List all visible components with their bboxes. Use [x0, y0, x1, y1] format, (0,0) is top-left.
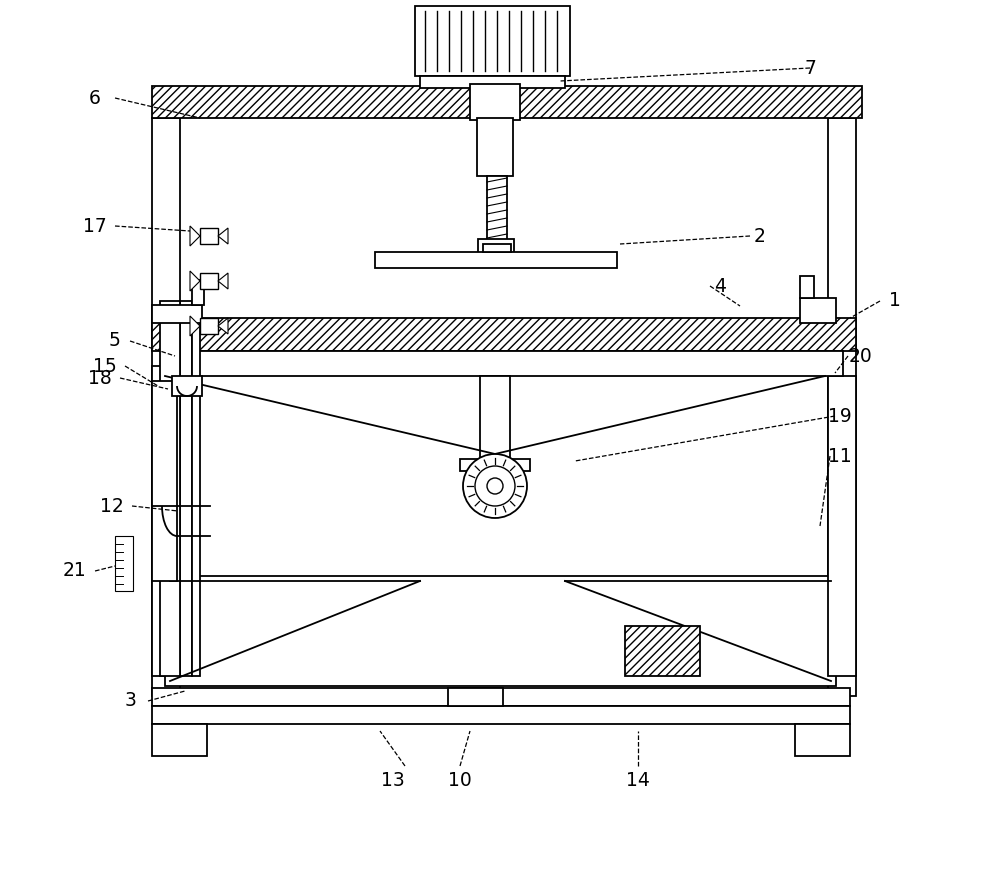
Text: 20: 20	[848, 347, 872, 365]
Text: 17: 17	[83, 216, 107, 236]
Polygon shape	[218, 273, 228, 289]
Bar	[200, 318, 218, 334]
Bar	[180, 301, 192, 676]
Text: 4: 4	[714, 277, 726, 295]
Text: 11: 11	[828, 447, 852, 465]
Bar	[470, 84, 520, 120]
Bar	[460, 459, 530, 471]
Bar	[152, 305, 202, 323]
Polygon shape	[190, 226, 200, 246]
Polygon shape	[218, 228, 228, 244]
Bar	[487, 176, 507, 241]
Bar	[477, 118, 513, 176]
Circle shape	[487, 478, 503, 494]
Circle shape	[463, 454, 527, 518]
Text: 7: 7	[804, 59, 816, 77]
Bar	[192, 280, 204, 305]
Text: 21: 21	[63, 562, 87, 581]
Bar	[165, 351, 843, 376]
Bar	[800, 276, 814, 298]
Bar	[483, 244, 511, 252]
Bar	[415, 6, 570, 76]
Bar	[192, 301, 200, 676]
Bar	[152, 318, 856, 351]
Bar	[152, 724, 207, 756]
Bar	[828, 118, 856, 696]
Text: 5: 5	[109, 331, 121, 350]
Bar	[448, 688, 503, 706]
Text: 2: 2	[754, 227, 766, 245]
Bar	[152, 706, 850, 724]
Text: 14: 14	[626, 772, 650, 790]
Bar	[160, 301, 180, 676]
Bar	[828, 376, 856, 676]
Bar	[152, 688, 850, 706]
Text: 6: 6	[89, 88, 101, 108]
Bar	[152, 86, 862, 118]
Bar	[800, 298, 836, 323]
Bar	[200, 228, 218, 244]
Bar	[375, 252, 617, 268]
Polygon shape	[190, 271, 200, 291]
Text: 19: 19	[828, 406, 852, 426]
Bar	[165, 576, 836, 686]
Bar	[172, 376, 202, 396]
Circle shape	[475, 466, 515, 506]
Bar	[480, 376, 510, 466]
Bar	[795, 724, 850, 756]
Bar	[152, 366, 180, 676]
Text: 12: 12	[100, 497, 124, 515]
Text: 3: 3	[124, 691, 136, 710]
Text: 1: 1	[889, 292, 901, 310]
Text: 13: 13	[381, 772, 405, 790]
Bar	[115, 536, 133, 591]
Text: 10: 10	[448, 772, 472, 790]
Bar	[152, 118, 180, 696]
Bar	[478, 239, 514, 254]
Text: 15: 15	[93, 357, 117, 376]
Bar	[420, 76, 565, 88]
Bar	[200, 273, 218, 289]
Polygon shape	[218, 318, 228, 334]
Text: 18: 18	[88, 369, 112, 387]
Bar	[625, 626, 700, 676]
Bar	[152, 381, 177, 581]
Polygon shape	[190, 316, 200, 336]
